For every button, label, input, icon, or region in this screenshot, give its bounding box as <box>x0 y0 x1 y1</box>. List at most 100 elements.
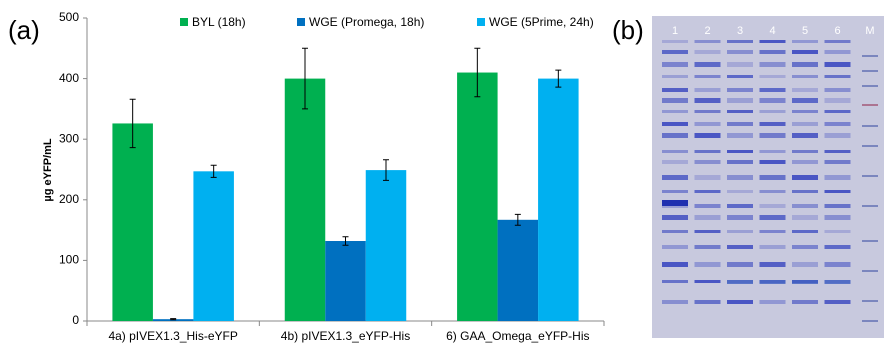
bar <box>366 170 406 321</box>
gel-band <box>662 62 688 67</box>
gel-band <box>695 160 721 164</box>
lane-label: M <box>865 25 874 37</box>
gel-band <box>727 40 753 43</box>
gel-band <box>792 230 818 233</box>
gel-band <box>662 75 688 78</box>
gel-band <box>792 40 818 43</box>
gel-band <box>662 160 688 164</box>
gel-band <box>662 98 688 103</box>
gel-band <box>760 300 786 304</box>
gel-band <box>825 280 851 284</box>
gel-band <box>792 204 818 208</box>
gel-band <box>695 62 721 67</box>
y-tick-label: 0 <box>72 313 79 327</box>
gel-band <box>727 110 753 113</box>
lane-label: 2 <box>704 25 710 37</box>
lane-label: 6 <box>834 25 840 37</box>
gel-band <box>662 50 688 54</box>
lane-label: 5 <box>802 25 808 37</box>
gel-band <box>792 50 818 54</box>
gel-band <box>727 300 753 304</box>
gel-band <box>695 215 721 220</box>
gel-band <box>862 240 878 242</box>
gel-band <box>792 110 818 113</box>
gel-band <box>662 262 688 267</box>
gel-band <box>695 98 721 103</box>
x-tick-label: 4a) pIVEX1.3_His-eYFP <box>108 329 237 343</box>
gel-band <box>695 245 721 249</box>
gel-band <box>862 125 878 127</box>
x-tick-label: 6) GAA_Omega_eYFP-His <box>446 329 589 343</box>
gel-band <box>825 75 851 78</box>
gel-band <box>760 133 786 138</box>
gel-band <box>662 215 688 220</box>
gel-band <box>760 150 786 153</box>
gel-band <box>825 175 851 180</box>
gel-band <box>862 145 878 147</box>
figure: (a) (b) µg eYFP/mL 01002003004005004a) p… <box>0 0 893 346</box>
gel-band <box>727 245 753 249</box>
gel-band <box>760 262 786 267</box>
gel-band <box>825 133 851 138</box>
gel-band <box>695 230 721 233</box>
gel-band <box>862 55 878 57</box>
gel-band <box>662 40 688 43</box>
gel-band <box>695 50 721 54</box>
y-tick-label: 100 <box>59 253 79 267</box>
bar <box>457 73 497 321</box>
gel-band <box>727 230 753 233</box>
legend-swatch <box>477 18 485 26</box>
gel-band <box>662 300 688 304</box>
gel-band <box>727 150 753 153</box>
lane-label: 3 <box>737 25 743 37</box>
gel-band <box>825 230 851 233</box>
gel-band <box>825 300 851 304</box>
gel-band <box>825 98 851 103</box>
gel-band <box>727 50 753 54</box>
gel-band <box>760 40 786 43</box>
gel-band <box>727 133 753 138</box>
gel-band <box>760 190 786 193</box>
gel-band <box>760 75 786 78</box>
gel-band <box>792 300 818 304</box>
gel-band <box>760 245 786 249</box>
gel-band <box>695 262 721 267</box>
gel-band <box>727 262 753 267</box>
gel-band <box>792 262 818 267</box>
bar <box>325 241 365 321</box>
bar <box>285 79 325 321</box>
gel-band <box>792 160 818 164</box>
gel-band <box>825 160 851 164</box>
gel-band <box>825 204 851 208</box>
gel-band <box>792 122 818 126</box>
gel-band <box>792 150 818 153</box>
gel-band <box>727 98 753 103</box>
gel-band <box>862 104 878 106</box>
gel-band <box>760 230 786 233</box>
x-tick-label: 4b) pIVEX1.3_eYFP-His <box>281 329 410 343</box>
legend-label: WGE (Promega, 18h) <box>309 15 424 29</box>
gel-band <box>760 160 786 164</box>
gel-band <box>727 122 753 126</box>
gel-band <box>825 50 851 54</box>
gel-band <box>862 175 878 177</box>
gel-band <box>662 230 688 233</box>
gel-band <box>695 204 721 208</box>
bar <box>498 220 538 321</box>
bar <box>538 79 578 321</box>
gel-band <box>760 50 786 54</box>
gel-band <box>662 200 688 206</box>
panel-label: (a) <box>8 15 40 45</box>
gel-band <box>792 190 818 193</box>
gel-band <box>825 88 851 92</box>
gel-band <box>727 88 753 92</box>
gel-band <box>825 122 851 126</box>
gel-band <box>662 245 688 249</box>
gel-band <box>695 133 721 138</box>
gel-band <box>727 280 753 284</box>
gel-band <box>695 190 721 193</box>
gel-band <box>695 280 721 283</box>
gel-band <box>760 98 786 103</box>
bar <box>112 123 152 321</box>
page: (a) (b) µg eYFP/mL 01002003004005004a) p… <box>0 0 893 346</box>
